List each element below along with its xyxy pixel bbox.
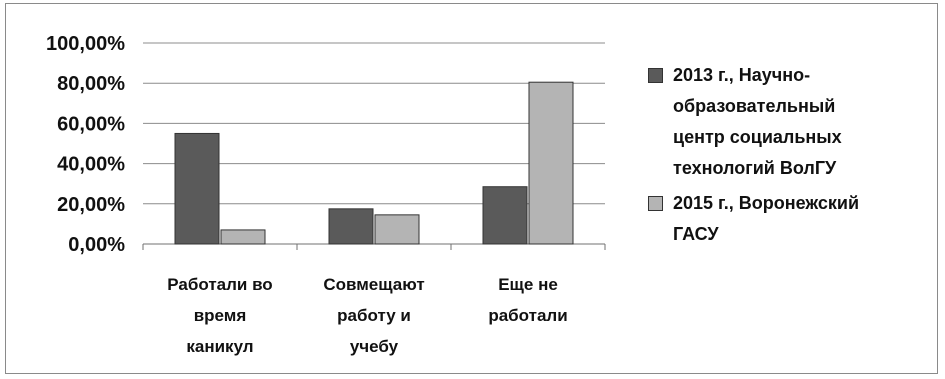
- legend-item-2015: 2015 г., Воронежский ГАСУ: [648, 188, 928, 250]
- bar-2015: [528, 81, 574, 245]
- legend-line: ГАСУ: [673, 224, 719, 244]
- bar-2015: [220, 229, 266, 245]
- chart-area: [5, 3, 938, 374]
- category-label: время: [194, 306, 247, 325]
- legend-line: центр социальных: [673, 127, 842, 147]
- legend-swatch-2015: [648, 196, 663, 211]
- legend-line: образовательный: [673, 96, 836, 116]
- category-label: Совмещают: [323, 275, 424, 294]
- category-label: Еще не: [498, 275, 558, 294]
- y-tick-label: 20,00%: [57, 194, 125, 216]
- y-tick-label: 0,00%: [68, 234, 125, 256]
- legend-swatch-2013: [648, 68, 663, 83]
- category-label: учебу: [350, 337, 399, 356]
- legend-line: 2015 г., Воронежский: [673, 193, 860, 213]
- legend-item-2013: 2013 г., Научно- образовательный центр с…: [648, 60, 928, 184]
- category-label: каникул: [186, 337, 253, 356]
- legend-line: 2013 г., Научно-: [673, 65, 811, 85]
- y-tick-label: 60,00%: [57, 113, 125, 135]
- bar-2013: [174, 132, 220, 245]
- y-tick-label: 40,00%: [57, 154, 125, 176]
- bar-2013: [328, 208, 374, 245]
- legend-line: технологий ВолГУ: [673, 158, 837, 178]
- y-tick-label: 80,00%: [57, 73, 125, 95]
- bar-2013: [482, 186, 528, 245]
- category-label: работали: [488, 306, 567, 325]
- category-label: Работали во: [167, 275, 272, 294]
- y-tick-label: 100,00%: [46, 33, 125, 55]
- bar-2015: [374, 214, 420, 245]
- category-label: работу и: [337, 306, 411, 325]
- legend: 2013 г., Научно- образовательный центр с…: [648, 60, 928, 254]
